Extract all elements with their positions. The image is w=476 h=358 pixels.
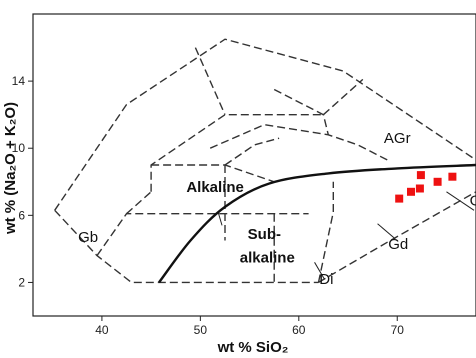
field-boundaries <box>54 38 476 284</box>
field-boundary-11 <box>318 191 476 284</box>
y-axis-title: wt % (Na₂O + K₂O) <box>2 102 19 235</box>
field-boundary-0 <box>54 38 476 211</box>
field-boundary-4 <box>150 113 324 192</box>
data-point-0-3 <box>416 171 425 180</box>
field-boundary-12 <box>194 47 226 115</box>
leader-line-3 <box>217 211 223 226</box>
field-boundary-1 <box>54 209 319 284</box>
field-boundary-7 <box>224 137 280 166</box>
field-label-gb: Gb <box>78 229 98 246</box>
field-label-gr: Gr <box>470 192 476 209</box>
y-tick-label-10: 10 <box>12 141 26 155</box>
data-point-0-4 <box>433 177 442 186</box>
field-label-gd: Gd <box>388 236 408 253</box>
x-tick-label-60: 60 <box>292 323 306 337</box>
field-boundary-2 <box>96 212 309 257</box>
leader-line-0 <box>446 191 475 211</box>
field-boundary-14 <box>322 78 364 116</box>
field-label-di: Di <box>319 271 333 288</box>
data-point-0-2 <box>415 184 424 193</box>
x-tick-label-40: 40 <box>95 323 109 337</box>
sample-points <box>395 171 457 203</box>
field-boundary-10 <box>317 181 334 283</box>
field-label-alkaline: alkaline <box>240 249 295 266</box>
field-labels: AGr Alkaline Gb Sub-alkaline Di Gd Gr <box>78 130 476 288</box>
field-boundary-6 <box>209 123 388 161</box>
x-tick-label-50: 50 <box>194 323 208 337</box>
y-axis-ticks: 2 6 10 14 <box>12 74 33 289</box>
leader-line-2 <box>314 262 325 280</box>
y-tick-label-2: 2 <box>18 275 25 289</box>
field-label-sub: Sub- <box>248 226 281 243</box>
plot-frame <box>32 13 476 317</box>
leader-line-1 <box>377 223 396 240</box>
field-label-agr: AGr <box>384 130 411 147</box>
data-point-0-1 <box>407 187 415 196</box>
field-label-alkaline: Alkaline <box>186 179 244 196</box>
data-point-0-0 <box>395 194 404 203</box>
divider-curve <box>158 163 476 284</box>
y-tick-label-6: 6 <box>18 208 25 222</box>
field-boundary-3 <box>126 191 152 215</box>
label-leaders <box>217 191 475 280</box>
x-axis-title: wt % SiO₂ <box>217 339 289 356</box>
x-axis-ticks: 40 50 60 70 <box>95 316 404 337</box>
alkaline-subalkaline-divider <box>158 163 476 284</box>
x-tick-label-70: 70 <box>391 323 405 337</box>
data-point-0-5 <box>448 172 457 181</box>
y-tick-label-14: 14 <box>12 74 26 88</box>
